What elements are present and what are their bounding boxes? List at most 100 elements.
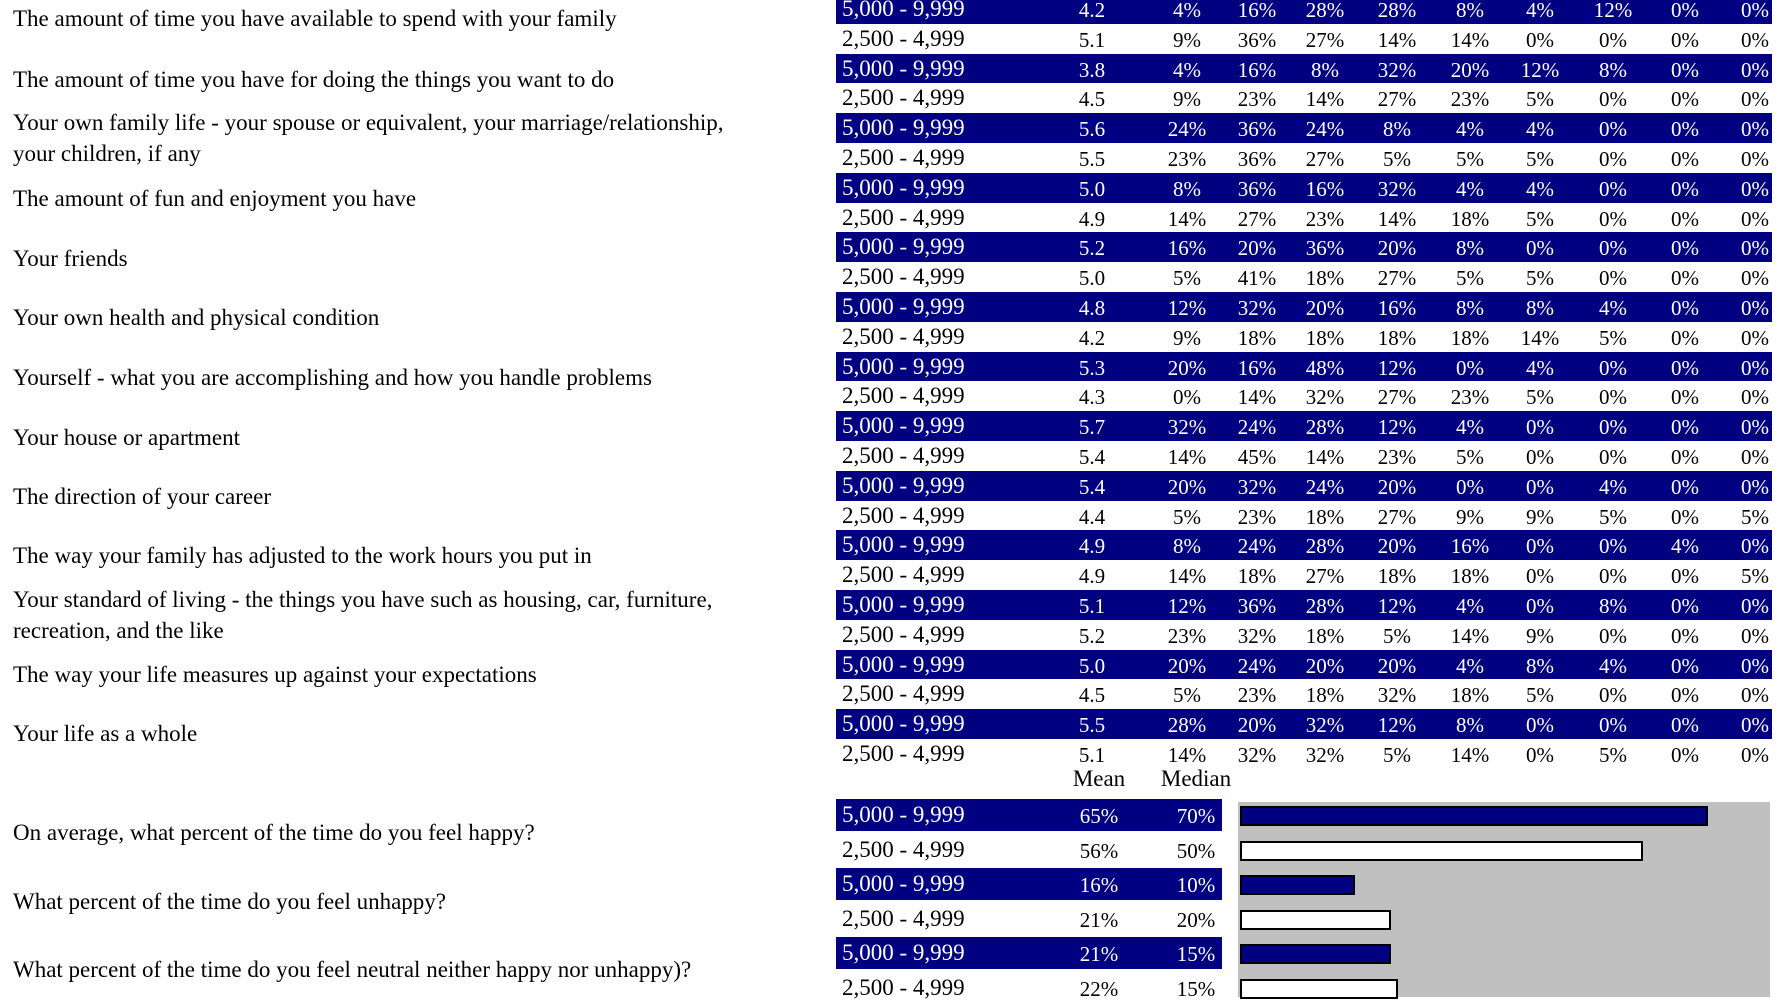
group-label: 5,000 - 9,999	[842, 711, 965, 737]
percent-value: 0%	[1741, 117, 1769, 142]
percent-value: 5%	[1741, 504, 1769, 529]
percent-value: 4%	[1599, 653, 1627, 678]
table-row: 5,000 - 9,999 4.9 8% 24% 28% 20% 16% 0% 0% 4% 0%	[836, 530, 1772, 561]
mean-value: 5.2	[1078, 236, 1106, 261]
group-label: 5,000 - 9,999	[842, 413, 965, 439]
mean-value: 5.1	[1078, 743, 1106, 767]
percent-value: 0%	[1599, 713, 1627, 738]
happiness-row: 2,500 - 4,999 56% 50%	[836, 834, 1222, 866]
percent-value: 32%	[1377, 176, 1417, 201]
percent-value: 0%	[1599, 27, 1627, 52]
table-row: 2,500 - 4,999 5.0 5% 41% 18% 27% 5% 5% 0% 0% 0%	[836, 262, 1772, 293]
percent-value: 20%	[1305, 653, 1345, 678]
percent-value: 24%	[1237, 653, 1277, 678]
percent-value: 0%	[1526, 534, 1554, 559]
percent-bar	[1240, 806, 1708, 826]
percent-value: 0%	[1599, 683, 1627, 708]
percent-value: 36%	[1237, 27, 1277, 52]
table-row: 5,000 - 9,999 5.4 20% 32% 24% 20% 0% 0% 4% 0% 0%	[836, 470, 1772, 501]
percent-value: 20%	[1377, 474, 1417, 499]
percent-value: 5%	[1173, 683, 1201, 708]
percent-value: 5%	[1173, 266, 1201, 291]
table-row: 2,500 - 4,999 5.4 14% 45% 14% 23% 5% 0% 0% 0% 0%	[836, 441, 1772, 471]
mean-value: 56%	[1079, 839, 1119, 863]
mean-value: 4.9	[1078, 206, 1106, 231]
table-row: 5,000 - 9,999 5.3 20% 16% 48% 12% 0% 4% 0% 0% 0%	[836, 351, 1772, 382]
percent-value: 18%	[1377, 325, 1417, 350]
table-row: 5,000 - 9,999 5.6 24% 36% 24% 8% 4% 4% 0% 0% 0%	[836, 113, 1772, 144]
table-row: 2,500 - 4,999 4.9 14% 18% 27% 18% 18% 0% 0% 0% 5%	[836, 560, 1772, 591]
percent-value: 0%	[1671, 117, 1699, 142]
median-value: 10%	[1176, 873, 1216, 897]
question-text: The way your life measures up against yo…	[13, 662, 537, 687]
table-row: 2,500 - 4,999 5.2 23% 32% 18% 5% 14% 9% 0% 0% 0%	[836, 619, 1772, 650]
percent-value: 0%	[1599, 534, 1627, 559]
question-text: What percent of the time do you feel unh…	[13, 889, 447, 914]
percent-value: 5%	[1383, 147, 1411, 171]
percent-bar	[1240, 910, 1392, 930]
percent-value: 32%	[1377, 683, 1417, 708]
mean-header: Mean	[1072, 766, 1126, 791]
percent-value: 0%	[1671, 623, 1699, 648]
percent-value: 5%	[1526, 385, 1554, 410]
percent-value: 4%	[1671, 534, 1699, 559]
table-row: 2,500 - 4,999 4.2 9% 18% 18% 18% 18% 14% 5% 0% 0%	[836, 321, 1772, 352]
mean-value: 5.6	[1078, 117, 1106, 142]
percent-value: 0%	[1599, 445, 1627, 469]
percent-value: 0%	[1173, 385, 1201, 410]
percent-value: 0%	[1526, 27, 1554, 52]
table-row: 2,500 - 4,999 4.5 9% 23% 14% 27% 23% 5% 0% 0% 0%	[836, 83, 1772, 114]
percent-value: 24%	[1237, 415, 1277, 440]
percent-value: 0%	[1526, 236, 1554, 261]
percent-value: 8%	[1311, 57, 1339, 82]
percent-value: 4%	[1526, 176, 1554, 201]
percent-value: 27%	[1377, 266, 1417, 291]
percent-value: 20%	[1377, 236, 1417, 261]
percent-value: 23%	[1450, 87, 1490, 112]
percent-value: 0%	[1671, 653, 1699, 678]
percent-value: 0%	[1599, 147, 1627, 171]
percent-value: 4%	[1599, 474, 1627, 499]
table-row: 5,000 - 9,999 4.8 12% 32% 20% 16% 8% 8% 4% 0% 0%	[836, 292, 1772, 322]
happiness-row: 2,500 - 4,999 21% 20%	[836, 903, 1222, 935]
percent-value: 0%	[1741, 206, 1769, 231]
percent-value: 24%	[1305, 117, 1345, 142]
group-label: 2,500 - 4,999	[842, 975, 965, 1000]
percent-value: 16%	[1450, 534, 1490, 559]
mean-value: 4.9	[1078, 564, 1106, 589]
group-label: 5,000 - 9,999	[842, 174, 965, 200]
percent-value: 18%	[1450, 564, 1490, 589]
percent-value: 0%	[1671, 87, 1699, 112]
percent-value: 28%	[1305, 534, 1345, 559]
percent-value: 28%	[1377, 0, 1417, 22]
percent-value: 5%	[1526, 206, 1554, 231]
percent-value: 5%	[1599, 504, 1627, 529]
percent-value: 4%	[1456, 415, 1484, 440]
group-label: 5,000 - 9,999	[842, 294, 965, 319]
percent-value: 18%	[1305, 623, 1345, 648]
percent-value: 0%	[1671, 206, 1699, 231]
percent-value: 8%	[1173, 176, 1201, 201]
table-row: 2,500 - 4,999 4.4 5% 23% 18% 27% 9% 9% 5% 0% 5%	[836, 500, 1772, 531]
percent-value: 14%	[1377, 206, 1417, 231]
percent-value: 48%	[1305, 355, 1345, 380]
percent-value: 5%	[1383, 623, 1411, 648]
percent-value: 16%	[1305, 176, 1345, 201]
group-label: 2,500 - 4,999	[842, 383, 965, 409]
group-label: 5,000 - 9,999	[842, 0, 965, 21]
group-label: 5,000 - 9,999	[842, 472, 965, 498]
percent-value: 9%	[1173, 87, 1201, 112]
table-row: 5,000 - 9,999 3.8 4% 16% 8% 32% 20% 12% 8% 0% 0%	[836, 53, 1772, 84]
percent-value: 0%	[1671, 27, 1699, 52]
mean-value: 4.4	[1078, 504, 1106, 529]
percent-value: 16%	[1167, 236, 1207, 261]
mean-value: 4.3	[1078, 385, 1106, 410]
percent-value: 32%	[1305, 385, 1345, 410]
group-label: 2,500 - 4,999	[842, 562, 965, 588]
mean-value: 4.5	[1078, 87, 1106, 112]
percent-value: 0%	[1599, 564, 1627, 589]
percent-value: 9%	[1173, 27, 1201, 52]
percent-value: 0%	[1741, 385, 1769, 410]
percent-value: 18%	[1450, 206, 1490, 231]
group-label: 5,000 - 9,999	[842, 234, 965, 260]
